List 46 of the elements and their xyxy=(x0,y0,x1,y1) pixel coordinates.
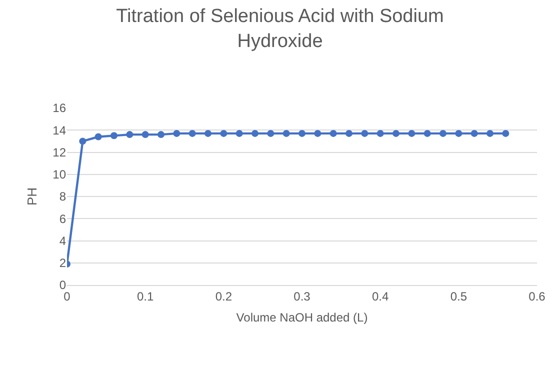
point xyxy=(173,130,180,137)
y-tick-label: 6 xyxy=(59,212,66,226)
y-tick-label: 0 xyxy=(59,278,66,292)
point xyxy=(298,130,306,137)
point xyxy=(376,130,384,137)
point xyxy=(408,130,416,137)
point xyxy=(188,130,196,137)
y-tick-label: 12 xyxy=(52,145,66,160)
point xyxy=(361,130,368,137)
y-tick-label: 4 xyxy=(59,234,66,248)
point xyxy=(486,130,494,137)
point xyxy=(110,132,118,140)
point xyxy=(267,130,274,137)
y-tick-label: 16 xyxy=(52,101,66,116)
point xyxy=(252,130,258,137)
point xyxy=(455,130,462,137)
point xyxy=(424,130,431,137)
point xyxy=(392,130,400,137)
point xyxy=(94,133,102,140)
x-tick-label: 0.1 xyxy=(136,289,154,304)
y-tick-label: 2 xyxy=(59,256,66,270)
x-axis-title: Volume NaOH added (L) xyxy=(236,310,368,324)
x-tick-label: 0.4 xyxy=(372,289,389,304)
x-tick-label: 0.3 xyxy=(294,289,311,304)
point xyxy=(126,131,134,138)
y-tick-label: 10 xyxy=(52,168,66,182)
point xyxy=(440,130,446,137)
x-tick-label: 0.2 xyxy=(215,289,232,304)
point xyxy=(346,130,352,137)
chart-title: Titration of Selenious Acid with Sodium Hydroxide xyxy=(116,6,444,52)
point xyxy=(79,138,86,145)
y-axis-title: PH xyxy=(24,187,40,206)
y-tick-label: 8 xyxy=(59,190,66,204)
point xyxy=(470,130,478,137)
point xyxy=(142,131,149,138)
point xyxy=(330,130,337,137)
point xyxy=(502,130,510,137)
point xyxy=(282,130,290,137)
x-tick-label: 0.5 xyxy=(450,289,468,304)
y-tick-label: 14 xyxy=(52,123,66,138)
point xyxy=(204,130,212,137)
point xyxy=(236,130,243,137)
x-tick-label: 0.6 xyxy=(528,289,546,304)
point xyxy=(158,131,164,138)
point xyxy=(314,130,322,137)
point xyxy=(220,130,228,137)
